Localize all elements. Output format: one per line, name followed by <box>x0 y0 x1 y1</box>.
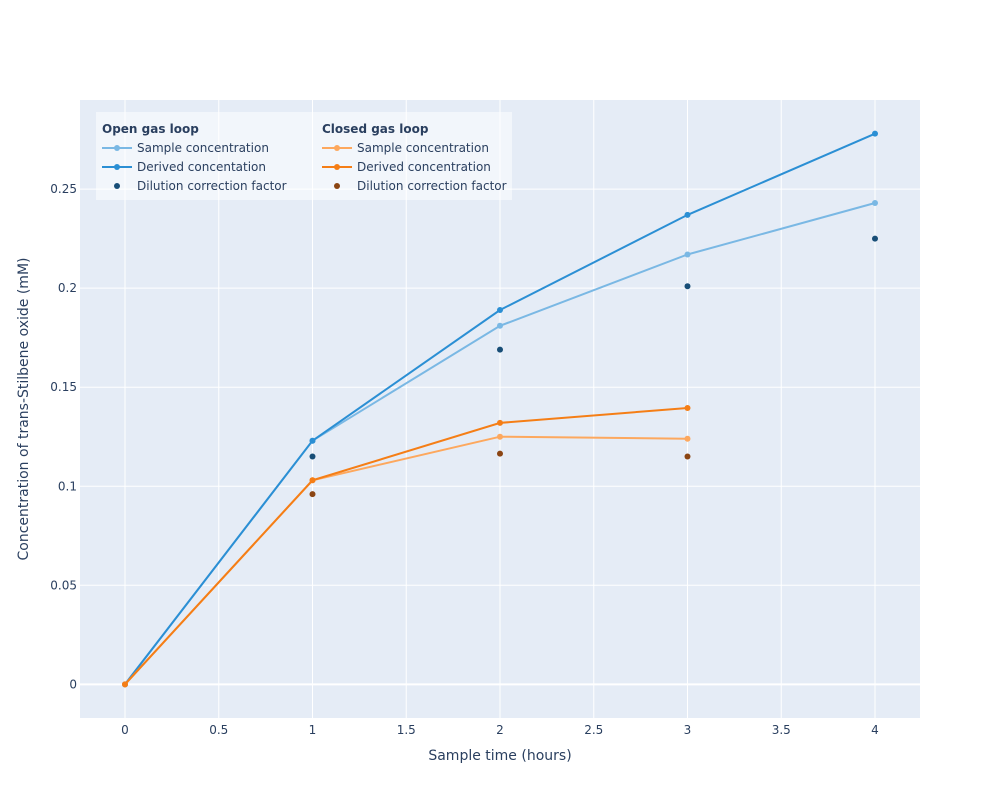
legend-item-dilution-correction-factor[interactable]: Dilution correction factor <box>334 179 507 193</box>
x-axis-title: Sample time (hours) <box>428 748 571 764</box>
series-layer <box>122 130 878 688</box>
closed-gas-loop-sample-concentration-point <box>684 435 691 442</box>
legend-item-derived-concentation[interactable]: Derived concentation <box>102 160 266 174</box>
x-tick-label: 4 <box>871 723 879 737</box>
legend-item-sample-concentration[interactable]: Sample concentration <box>322 141 489 155</box>
y-tick-label: 0.15 <box>50 380 77 394</box>
open-gas-loop-sample-concentration-point <box>872 200 878 206</box>
legend-item-label: Sample concentration <box>357 141 489 155</box>
legend-item-label: Sample concentration <box>137 141 269 155</box>
legend-marker-swatch <box>334 145 340 151</box>
x-tick-labels: 0 0.5 1 1.5 2 2.5 3 3.5 4 <box>121 723 879 737</box>
legend-marker-swatch <box>334 164 340 170</box>
open-gas-loop-derived-concentation-point <box>872 130 878 137</box>
legend-group-title: Open gas loop <box>102 122 199 136</box>
closed-gas-loop-dilution-correction-factor-point <box>684 453 691 460</box>
x-tick-label: 1.5 <box>397 723 416 737</box>
closed-gas-loop-derived-concentration-line <box>124 407 688 685</box>
x-tick-label: 2.5 <box>584 723 603 737</box>
legend-item-dilution-correction-factor[interactable]: Dilution correction factor <box>114 179 287 193</box>
x-tick-label: 0 <box>121 723 129 737</box>
y-tick-label: 0.25 <box>50 182 77 196</box>
legend-marker-swatch <box>114 164 120 170</box>
legend-marker-swatch <box>114 183 120 189</box>
legend-item-derived-concentration[interactable]: Derived concentration <box>322 160 491 174</box>
legend-item-label: Derived concentation <box>137 160 266 174</box>
y-tick-labels: 0 0.05 0.1 0.15 0.2 0.25 <box>50 182 77 691</box>
open-gas-loop-legend-group: Open gas loop Sample concentration Derived… <box>102 122 287 193</box>
y-tick-label: 0.05 <box>50 578 77 592</box>
open-gas-loop-derived-concentation-point <box>497 306 503 313</box>
open-gas-loop-dilution-correction-factor-point <box>497 346 503 353</box>
legend-background <box>96 112 512 200</box>
closed-gas-loop-dilution-correction-factor-point <box>309 491 316 498</box>
legend-item-label: Derived concentration <box>357 160 491 174</box>
closed-gas-loop-derived-concentration-point <box>684 405 691 412</box>
open-gas-loop-derived-concentation-point <box>309 437 316 444</box>
x-tick-label: 0.5 <box>209 723 228 737</box>
x-tick-label: 3 <box>684 723 692 737</box>
legend-marker-swatch <box>114 145 120 151</box>
x-tick-label: 3.5 <box>772 723 791 737</box>
legend-item-label: Dilution correction factor <box>137 179 287 193</box>
open-gas-loop-derived-concentation-point <box>684 211 691 218</box>
y-tick-label: 0 <box>69 677 77 691</box>
legend-marker-swatch <box>334 183 340 189</box>
open-gas-loop-sample-concentration-point <box>684 251 691 258</box>
y-axis-title: Concentration of trans-Stilbene oxide (m… <box>16 258 32 561</box>
x-tick-label: 2 <box>496 723 504 737</box>
x-tick-label: 1 <box>309 723 317 737</box>
open-gas-loop-dilution-correction-factor-series <box>309 235 878 460</box>
y-tick-label: 0.1 <box>58 479 77 493</box>
closed-gas-loop-legend-group: Closed gas loop Sample concentration Deriv… <box>322 122 507 193</box>
y-tick-label: 0.2 <box>58 281 77 295</box>
open-gas-loop-dilution-correction-factor-point <box>872 235 878 242</box>
closed-gas-loop-derived-concentration-point <box>122 681 128 688</box>
legend-item-sample-concentration[interactable]: Sample concentration <box>102 141 269 155</box>
legend[interactable]: Open gas loop Sample concentration Derived… <box>96 112 512 200</box>
closed-gas-loop-derived-concentration-point <box>309 477 316 484</box>
closed-gas-loop-derived-concentration-series <box>122 405 691 688</box>
closed-gas-loop-sample-concentration-point <box>497 433 503 440</box>
open-gas-loop-sample-concentration-point <box>497 322 503 329</box>
legend-item-label: Dilution correction factor <box>357 179 507 193</box>
open-gas-loop-dilution-correction-factor-point <box>309 453 316 460</box>
legend-group-title: Closed gas loop <box>322 122 429 136</box>
closed-gas-loop-dilution-correction-factor-series <box>309 450 691 498</box>
closed-gas-loop-derived-concentration-point <box>497 419 503 426</box>
closed-gas-loop-dilution-correction-factor-point <box>497 450 503 457</box>
open-gas-loop-dilution-correction-factor-point <box>684 283 691 290</box>
